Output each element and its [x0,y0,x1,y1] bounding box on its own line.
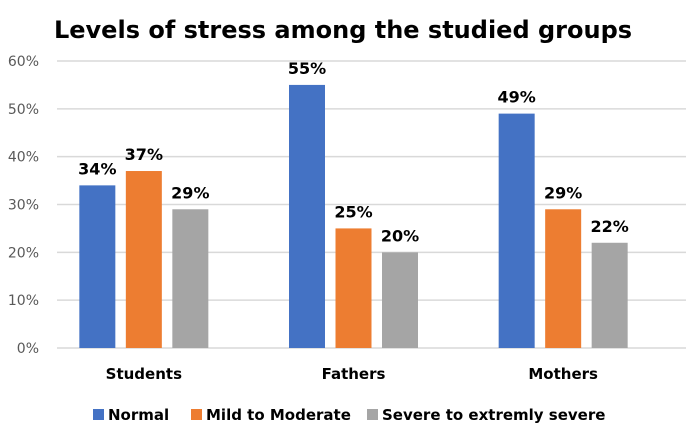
y-tick-label: 20% [8,245,39,261]
x-tick-label: Students [106,365,182,383]
data-label: 22% [591,217,629,236]
data-label: 49% [498,88,536,107]
data-label: 25% [334,202,372,221]
legend: Normal Mild to Moderate Severe to extremly… [93,406,605,424]
bar-mild-to-moderate-mothers [545,209,582,348]
legend-item: Normal [93,406,169,424]
legend-label: Mild to Moderate [206,406,351,424]
legend-item: Mild to Moderate [191,406,351,424]
y-tick-label: 60% [8,54,39,70]
legend-label: Severe to extremly severe [382,406,605,424]
bar-mild-to-moderate-students [125,171,162,348]
legend-item: Severe to extremly severe [367,406,605,424]
legend-swatch [93,409,104,420]
chart-title: Levels of stress among the studied group… [54,16,632,44]
legend-swatch [191,409,202,420]
bar-severe-to-extremly-severe-mothers [591,242,628,348]
data-label: 20% [381,226,419,245]
bar-normal-mothers [498,113,535,348]
data-label: 34% [78,159,116,178]
y-tick-label: 0% [17,341,39,357]
data-label: 55% [288,59,326,78]
y-axis-ticks: 0% 10% 20% 30% 40% 50% 60% [8,54,39,357]
data-labels: 34% 37% 29% 55% 25% 20% 49% 29% 22% [78,59,629,245]
data-label: 37% [125,145,163,164]
bars [79,84,628,349]
data-label: 29% [171,183,209,202]
y-tick-label: 30% [8,198,39,214]
x-axis-ticks: Students Fathers Mothers [106,365,598,383]
bar-mild-to-moderate-fathers [335,228,372,348]
x-tick-label: Fathers [322,365,386,383]
bar-severe-to-extremly-severe-fathers [382,252,418,348]
legend-label: Normal [108,406,169,424]
bar-severe-to-extremly-severe-students [172,209,209,348]
y-tick-label: 50% [8,102,39,118]
bar-normal-students [79,185,116,348]
bar-normal-fathers [289,84,325,349]
y-tick-label: 10% [8,293,39,309]
data-label: 29% [544,183,582,202]
y-tick-label: 40% [8,150,39,166]
x-tick-label: Mothers [528,365,598,383]
legend-swatch [367,409,378,420]
